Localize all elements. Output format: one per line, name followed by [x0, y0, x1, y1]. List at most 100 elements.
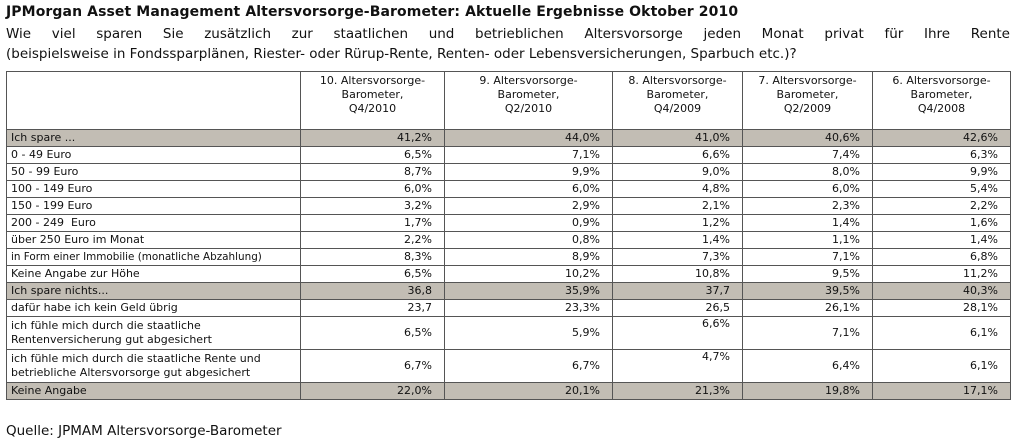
column-header: 9. Altersvorsorge- Barometer, Q2/2010 — [444, 71, 613, 130]
table-row: 200 - 249 Euro 1,7% 0,9% 1,2% 1,4% 1,6% — [6, 214, 1011, 232]
table-cell: 42,6% — [872, 129, 1011, 147]
table-cell: 8,3% — [300, 248, 445, 266]
table-cell: 5,4% — [872, 180, 1011, 198]
table-cell: 10,2% — [444, 265, 613, 283]
header-empty-cell — [6, 71, 301, 130]
table-cell: 1,4% — [872, 231, 1011, 249]
table-cell: 41,2% — [300, 129, 445, 147]
table-cell: 44,0% — [444, 129, 613, 147]
table-cell: 2,2% — [300, 231, 445, 249]
table-row: 100 - 149 Euro 6,0% 6,0% 4,8% 6,0% 5,4% — [6, 180, 1011, 198]
table-cell: 6,3% — [872, 146, 1011, 164]
table-cell: 1,1% — [742, 231, 873, 249]
table-cell: 0,8% — [444, 231, 613, 249]
table-cell: 11,2% — [872, 265, 1011, 283]
table-cell: 9,0% — [612, 163, 743, 181]
row-label: Keine Angabe zur Höhe — [6, 265, 301, 283]
question-line-1: Wie viel sparen Sie zusätzlich zur staat… — [6, 26, 1010, 42]
table-cell: 4,7% — [612, 349, 743, 383]
table-row: 150 - 199 Euro 3,2% 2,9% 2,1% 2,3% 2,2% — [6, 197, 1011, 215]
table-header-row: 10. Altersvorsorge- Barometer, Q4/2010 9. … — [6, 71, 1011, 130]
table-row: ich fühle mich durch die staatliche Rent… — [6, 349, 1011, 383]
table-cell: 6,5% — [300, 265, 445, 283]
row-label: Ich spare nichts... — [6, 282, 301, 300]
table-cell: 4,8% — [612, 180, 743, 198]
table-cell: 6,0% — [742, 180, 873, 198]
row-label: ich fühle mich durch die staatliche Rent… — [6, 349, 301, 383]
row-label: dafür habe ich kein Geld übrig — [6, 299, 301, 317]
row-label: 200 - 249 Euro — [6, 214, 301, 232]
table-cell: 6,1% — [872, 349, 1011, 383]
table-row: in Form einer Immobilie (monatliche Abza… — [6, 248, 1011, 266]
table-cell: 19,8% — [742, 382, 873, 400]
page-title: JPMorgan Asset Management Altersvorsorge… — [6, 4, 739, 20]
table-cell: 0,9% — [444, 214, 613, 232]
table-cell: 28,1% — [872, 299, 1011, 317]
table-cell: 8,9% — [444, 248, 613, 266]
table-cell: 37,7 — [612, 282, 743, 300]
table-row: dafür habe ich kein Geld übrig 23,7 23,3… — [6, 299, 1011, 317]
table-row: über 250 Euro im Monat 2,2% 0,8% 1,4% 1,… — [6, 231, 1011, 249]
table-cell: 39,5% — [742, 282, 873, 300]
table-cell: 6,1% — [872, 316, 1011, 350]
table-cell: 21,3% — [612, 382, 743, 400]
table-row: 0 - 49 Euro 6,5% 7,1% 6,6% 7,4% 6,3% — [6, 146, 1011, 164]
table-cell: 1,4% — [742, 214, 873, 232]
table-cell: 26,1% — [742, 299, 873, 317]
table-cell: 10,8% — [612, 265, 743, 283]
table-cell: 40,3% — [872, 282, 1011, 300]
table-row-section: Keine Angabe 22,0% 20,1% 21,3% 19,8% 17,… — [6, 382, 1011, 400]
table-row: 50 - 99 Euro 8,7% 9,9% 9,0% 8,0% 9,9% — [6, 163, 1011, 181]
row-label: 100 - 149 Euro — [6, 180, 301, 198]
table-cell: 6,8% — [872, 248, 1011, 266]
table-cell: 7,4% — [742, 146, 873, 164]
table-cell: 6,6% — [612, 316, 743, 350]
table-cell: 41,0% — [612, 129, 743, 147]
table-cell: 1,7% — [300, 214, 445, 232]
row-label: ich fühle mich durch die staatliche Rent… — [6, 316, 301, 350]
table-cell: 7,1% — [444, 146, 613, 164]
table-cell: 6,5% — [300, 146, 445, 164]
question-line-2: (beispielsweise in Fondssparplänen, Ries… — [6, 46, 797, 62]
table-cell: 36,8 — [300, 282, 445, 300]
table-cell: 2,9% — [444, 197, 613, 215]
table-cell: 23,7 — [300, 299, 445, 317]
table-cell: 6,0% — [300, 180, 445, 198]
table-cell: 17,1% — [872, 382, 1011, 400]
results-table: 10. Altersvorsorge- Barometer, Q4/2010 9. … — [6, 71, 1011, 400]
table-cell: 26,5 — [612, 299, 743, 317]
row-label: Keine Angabe — [6, 382, 301, 400]
column-header: 8. Altersvorsorge- Barometer, Q4/2009 — [612, 71, 743, 130]
table-cell: 7,1% — [742, 316, 873, 350]
table-cell: 7,1% — [742, 248, 873, 266]
table-cell: 6,0% — [444, 180, 613, 198]
table-cell: 8,7% — [300, 163, 445, 181]
table-cell: 9,9% — [872, 163, 1011, 181]
table-cell: 20,1% — [444, 382, 613, 400]
row-label: 0 - 49 Euro — [6, 146, 301, 164]
row-label: 50 - 99 Euro — [6, 163, 301, 181]
column-header: 10. Altersvorsorge- Barometer, Q4/2010 — [300, 71, 445, 130]
table-cell: 3,2% — [300, 197, 445, 215]
table-cell: 8,0% — [742, 163, 873, 181]
table-row: ich fühle mich durch die staatliche Rent… — [6, 316, 1011, 350]
row-label: in Form einer Immobilie (monatliche Abza… — [6, 248, 301, 266]
table-cell: 9,5% — [742, 265, 873, 283]
table-cell: 1,6% — [872, 214, 1011, 232]
table-cell: 2,1% — [612, 197, 743, 215]
table-cell: 6,6% — [612, 146, 743, 164]
row-label: 150 - 199 Euro — [6, 197, 301, 215]
table-cell: 1,2% — [612, 214, 743, 232]
source-note: Quelle: JPMAM Altersvorsorge-Barometer — [6, 423, 282, 439]
table-row: Keine Angabe zur Höhe 6,5% 10,2% 10,8% 9… — [6, 265, 1011, 283]
table-cell: 40,6% — [742, 129, 873, 147]
table-cell: 9,9% — [444, 163, 613, 181]
table-row-section: Ich spare ... 41,2% 44,0% 41,0% 40,6% 42… — [6, 129, 1011, 147]
row-label: Ich spare ... — [6, 129, 301, 147]
table-cell: 6,4% — [742, 349, 873, 383]
table-cell: 6,7% — [444, 349, 613, 383]
table-cell: 5,9% — [444, 316, 613, 350]
table-cell: 6,5% — [300, 316, 445, 350]
table-cell: 2,2% — [872, 197, 1011, 215]
